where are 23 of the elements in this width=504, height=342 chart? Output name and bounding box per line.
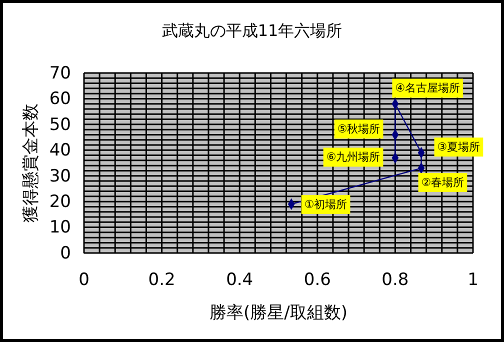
x-tick-label: 0.4 [226, 270, 254, 290]
x-axis-title: 勝率(勝星/取組数) [210, 303, 348, 323]
y-tick-label: 10 [49, 218, 71, 238]
y-tick-label: 20 [49, 192, 71, 212]
x-tick-label: 0.6 [304, 270, 331, 290]
y-tick-label: 50 [49, 114, 71, 135]
annotation: ④名古屋場所 [395, 82, 460, 95]
x-tick-label: 1 [468, 270, 478, 290]
y-tick-label: 60 [49, 89, 71, 110]
x-tick-label: 0.2 [148, 270, 176, 290]
y-tick-label: 40 [49, 140, 71, 161]
y-axis-title: 獲得懸賞金本数 [21, 104, 41, 222]
x-tick-label: 0 [78, 270, 90, 290]
chart-title: 武蔵丸の平成11年六場所 [162, 21, 342, 40]
annotation: ⑥九州場所 [326, 150, 380, 164]
annotation: ②春場所 [421, 176, 464, 189]
annotation: ①初場所 [304, 198, 348, 211]
y-tick-label: 0 [60, 243, 71, 264]
x-tick-label: 0.8 [382, 270, 409, 290]
annotation: ③夏場所 [437, 140, 480, 154]
y-tick-label: 30 [49, 166, 71, 186]
annotation: ⑤秋場所 [337, 122, 380, 136]
y-tick-label: 70 [49, 63, 71, 84]
